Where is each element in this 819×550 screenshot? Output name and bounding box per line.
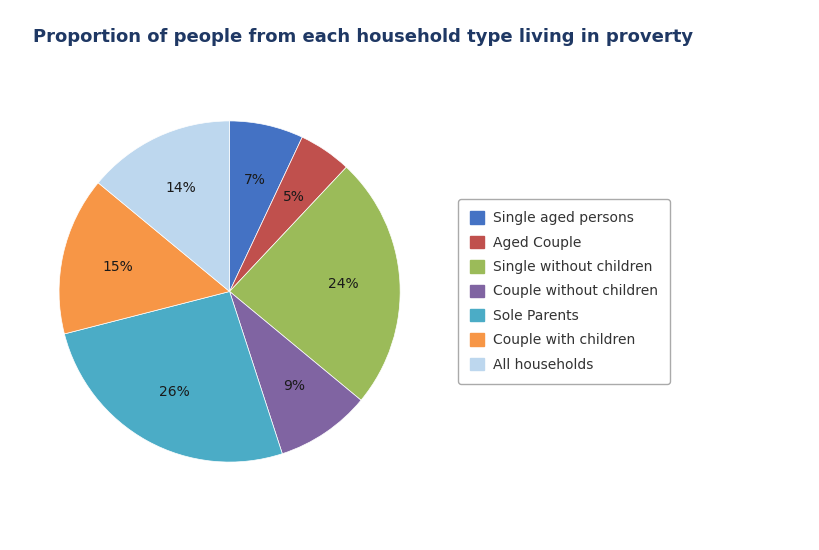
Legend: Single aged persons, Aged Couple, Single without children, Couple without childr: Single aged persons, Aged Couple, Single… — [457, 199, 669, 384]
Text: 24%: 24% — [328, 277, 359, 292]
Wedge shape — [98, 121, 229, 292]
Text: 7%: 7% — [243, 173, 265, 187]
Wedge shape — [65, 292, 282, 462]
Text: Proportion of people from each household type living in proverty: Proportion of people from each household… — [33, 28, 692, 46]
Wedge shape — [229, 292, 360, 454]
Wedge shape — [229, 121, 302, 292]
Text: 5%: 5% — [283, 190, 305, 204]
Text: 26%: 26% — [159, 384, 190, 399]
Wedge shape — [59, 183, 229, 334]
Text: 15%: 15% — [102, 260, 133, 273]
Text: 9%: 9% — [283, 379, 305, 393]
Text: 14%: 14% — [165, 181, 196, 195]
Wedge shape — [229, 137, 346, 292]
Wedge shape — [229, 167, 400, 400]
